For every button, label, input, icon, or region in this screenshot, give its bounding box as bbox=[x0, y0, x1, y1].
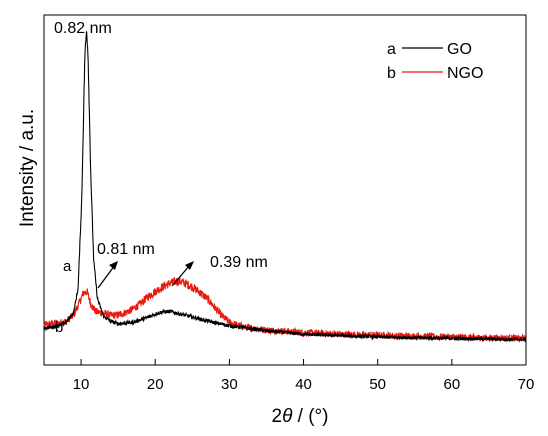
legend-marker-b: b bbox=[387, 65, 396, 82]
legend-label-ngo: NGO bbox=[447, 65, 483, 82]
series-layer bbox=[43, 30, 527, 343]
curve-label-a: a bbox=[63, 258, 72, 275]
x-axis-label: 2θ / (°) bbox=[272, 406, 329, 427]
series-go-line bbox=[43, 30, 527, 343]
x-tick-label-10: 10 bbox=[73, 376, 90, 393]
arrow-1-shaft bbox=[97, 264, 116, 289]
x-ticks bbox=[80, 359, 527, 365]
x-tick-label-20: 20 bbox=[147, 376, 164, 393]
arrow-1-head bbox=[109, 261, 118, 270]
x-tick-label-60: 60 bbox=[444, 376, 461, 393]
x-tick-label-30: 30 bbox=[221, 376, 238, 393]
annotation-ngo-peak-2: 0.39 nm bbox=[210, 254, 268, 271]
x-tick-label-70: 70 bbox=[518, 376, 535, 393]
x-tick-labels: 10 20 30 40 50 60 70 bbox=[73, 376, 535, 393]
curve-label-b: b bbox=[55, 319, 63, 336]
series-ngo-line bbox=[43, 277, 527, 343]
x-tick-label-40: 40 bbox=[295, 376, 312, 393]
y-axis-label: Intensity / a.u. bbox=[17, 109, 38, 227]
plot-frame bbox=[43, 14, 527, 366]
arrow-2-shaft bbox=[171, 264, 191, 287]
annotation-ngo-peak-1: 0.81 nm bbox=[97, 241, 155, 258]
legend-marker-a: a bbox=[387, 41, 396, 58]
x-tick-label-50: 50 bbox=[369, 376, 386, 393]
annotation-go-peak: 0.82 nm bbox=[54, 20, 112, 37]
arrow-2-head bbox=[185, 261, 194, 270]
legend-label-go: GO bbox=[447, 41, 472, 58]
